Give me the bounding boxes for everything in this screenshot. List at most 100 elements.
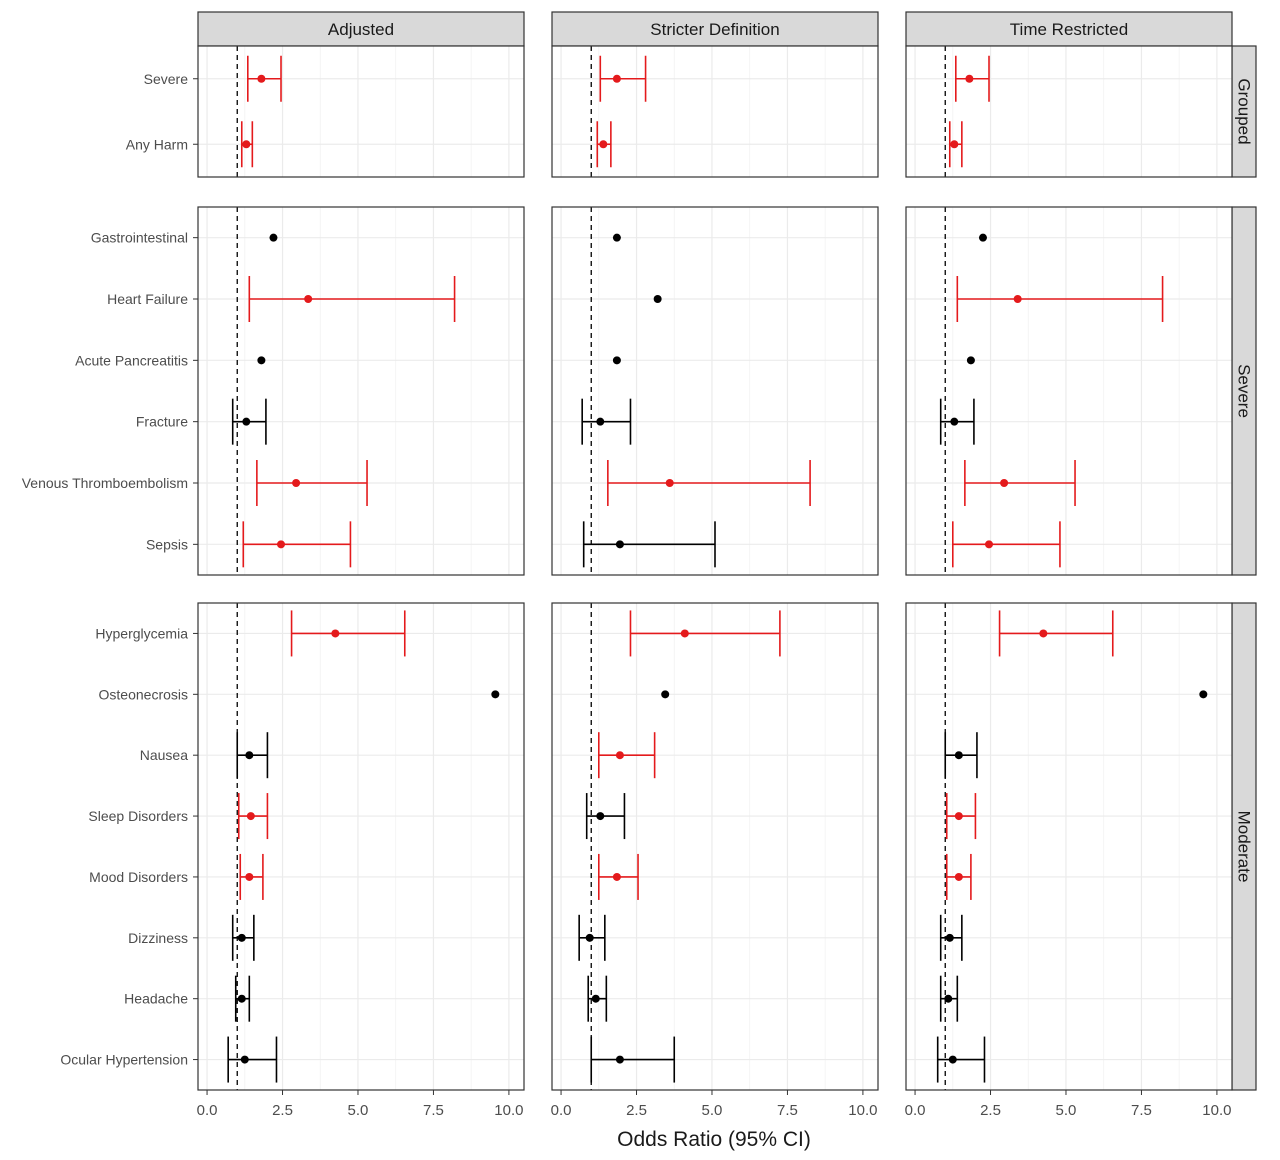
point-estimate-nausea [954, 751, 963, 760]
panel-border [551, 206, 879, 576]
outcome-label-acute-pancreatitis: Acute Pancreatitis [75, 352, 188, 368]
point-estimate-sepsis [985, 540, 994, 549]
column-strip-label-adjusted: Adjusted [328, 20, 394, 39]
row-strip-label-severe: Severe [1235, 364, 1254, 418]
row-strip-grouped [1231, 45, 1257, 178]
panel-severe-adjusted [197, 206, 525, 576]
panel-severe-time-restricted [905, 206, 1233, 576]
panel-grouped-time-restricted [905, 45, 1233, 178]
outcome-label-nausea: Nausea [140, 747, 188, 763]
panel-background [552, 46, 878, 177]
panel-background [906, 603, 1232, 1090]
point-estimate-any-harm [950, 140, 959, 149]
outcome-label-mood-disorders: Mood Disorders [89, 869, 188, 885]
x-tick-label: 2.5 [272, 1102, 293, 1119]
x-tick-label: 10.0 [848, 1102, 877, 1119]
outcome-label-gastrointestinal: Gastrointestinal [91, 230, 188, 246]
outcome-label-osteonecrosis: Osteonecrosis [99, 686, 188, 702]
panel-grouped-adjusted [197, 45, 525, 178]
point-estimate-hyperglycemia [680, 629, 689, 638]
column-strip-time-restricted [905, 11, 1233, 47]
panel-border [197, 602, 525, 1091]
panel-border [197, 206, 525, 576]
panel-background [906, 207, 1232, 575]
point-estimate-sepsis [277, 540, 286, 549]
x-tick-label: 2.5 [980, 1102, 1001, 1119]
point-estimate-sleep-disorders [954, 812, 963, 821]
outcome-label-headache: Headache [124, 991, 188, 1007]
x-tick-label: 0.0 [905, 1102, 926, 1119]
point-estimate-heart-failure [1013, 295, 1022, 303]
column-strip-label-stricter-definition: Stricter Definition [650, 20, 779, 39]
x-tick-label: 7.5 [423, 1102, 444, 1119]
point-estimate-headache [237, 994, 246, 1003]
point-estimate-sepsis [615, 540, 624, 549]
point-estimate-headache [944, 994, 953, 1003]
outcome-label-heart-failure: Heart Failure [107, 291, 188, 307]
outcome-label-sleep-disorders: Sleep Disorders [88, 808, 188, 824]
panel-border [905, 602, 1233, 1091]
x-axis-title: Odds Ratio (95% CI) [617, 1128, 811, 1151]
point-estimate-acute-pancreatitis [612, 356, 621, 365]
point-estimate-hyperglycemia [331, 629, 340, 638]
panel-grouped-stricter-definition [551, 45, 879, 178]
point-estimate-severe [965, 74, 974, 83]
panel-background [552, 207, 878, 575]
point-estimate-severe [612, 74, 621, 83]
outcome-label-severe: Severe [144, 71, 189, 87]
panel-border [905, 45, 1233, 178]
panel-border [197, 45, 525, 178]
outcome-label-any-harm: Any Harm [126, 136, 188, 152]
x-tick-label: 5.0 [702, 1102, 723, 1119]
outcome-label-dizziness: Dizziness [128, 930, 188, 946]
point-estimate-dizziness [237, 933, 246, 942]
point-estimate-acute-pancreatitis [257, 356, 266, 365]
panel-background [906, 46, 1232, 177]
point-estimate-ocular-hypertension [948, 1055, 957, 1064]
point-estimate-ocular-hypertension [615, 1055, 624, 1064]
point-estimate-heart-failure [653, 295, 662, 303]
x-tick-label: 0.0 [551, 1102, 572, 1119]
point-estimate-nausea [245, 751, 254, 760]
point-estimate-osteonecrosis [661, 690, 670, 699]
panel-background [198, 46, 524, 177]
point-estimate-dizziness [585, 933, 594, 942]
point-estimate-mood-disorders [954, 872, 963, 881]
point-estimate-osteonecrosis [491, 690, 500, 699]
point-estimate-venous-thromboembolism [292, 479, 301, 487]
column-strip-label-time-restricted: Time Restricted [1010, 20, 1128, 39]
panel-moderate-time-restricted: 0.0 2.5 5.0 7.5 10.0 [905, 602, 1233, 1119]
point-estimate-fracture [950, 417, 959, 426]
panel-border [551, 602, 879, 1091]
x-tick-label: 5.0 [348, 1102, 369, 1119]
x-tick-label: 0.0 [197, 1102, 218, 1119]
point-estimate-acute-pancreatitis [966, 356, 975, 365]
outcome-label-fracture: Fracture [136, 414, 188, 430]
column-strip-adjusted [197, 11, 525, 47]
x-tick-label: 2.5 [626, 1102, 647, 1119]
point-estimate-any-harm [599, 140, 608, 149]
x-tick-label: 5.0 [1056, 1102, 1077, 1119]
point-estimate-venous-thromboembolism [665, 479, 674, 487]
panel-background [552, 603, 878, 1090]
point-estimate-heart-failure [304, 295, 313, 303]
point-estimate-gastrointestinal [269, 233, 278, 242]
point-estimate-sleep-disorders [246, 812, 255, 821]
outcome-label-venous-thromboembolism: Venous Thromboembolism [22, 475, 188, 491]
point-estimate-mood-disorders [612, 872, 621, 881]
outcome-label-sepsis: Sepsis [146, 536, 188, 552]
point-estimate-gastrointestinal [612, 233, 621, 242]
panel-border [551, 45, 879, 178]
point-estimate-nausea [615, 751, 624, 760]
point-estimate-hyperglycemia [1039, 629, 1048, 638]
point-estimate-fracture [596, 417, 605, 426]
point-estimate-severe [257, 74, 266, 83]
point-estimate-venous-thromboembolism [1000, 479, 1009, 487]
panel-moderate-adjusted: 0.0 2.5 5.0 7.5 10.0 [197, 602, 525, 1119]
point-estimate-dizziness [945, 933, 954, 942]
point-estimate-ocular-hypertension [240, 1055, 249, 1064]
outcome-label-hyperglycemia: Hyperglycemia [95, 625, 188, 641]
panel-border [905, 206, 1233, 576]
x-tick-label: 10.0 [1202, 1102, 1231, 1119]
